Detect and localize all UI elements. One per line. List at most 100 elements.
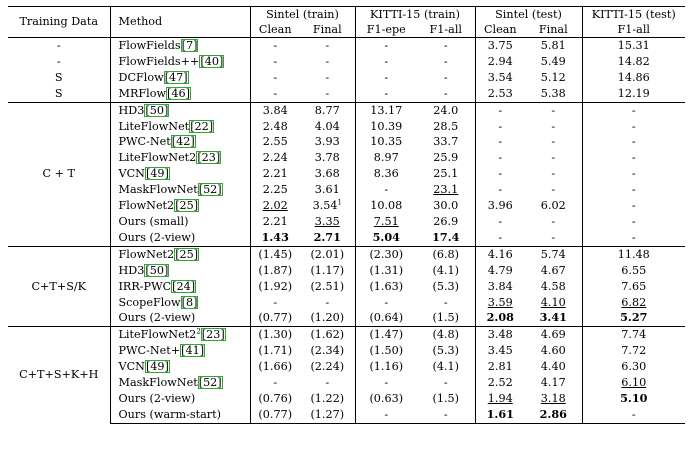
cell-value: 3.68 xyxy=(314,167,340,181)
cell-value: 3.93 xyxy=(314,135,340,149)
value-cell: 3.59 xyxy=(475,295,525,311)
citation-link[interactable]: [25] xyxy=(174,247,200,261)
cell-value: 2.86 xyxy=(539,406,567,421)
cell-value: 5.04 xyxy=(372,229,400,244)
table-row: - FlowFields++[40] - - - -2.94 5.49 14.82 xyxy=(8,53,685,70)
cell-value: (0.77) xyxy=(258,311,293,325)
cell-value: 13.17 xyxy=(370,103,403,117)
citation-link[interactable]: [22] xyxy=(189,119,215,133)
value-cell: 4.17 xyxy=(525,375,583,391)
value-cell: 11.48 xyxy=(582,245,686,263)
cell-value: 26.9 xyxy=(433,214,459,228)
value-cell: 4.60 xyxy=(525,343,583,360)
cell-value: - xyxy=(551,183,556,197)
cell-value: - xyxy=(631,167,636,181)
cell-value: 3.45 xyxy=(487,344,513,358)
cell-value: - xyxy=(443,86,448,100)
value-cell: (0.77) xyxy=(250,406,300,424)
method-cell: HD3[50] xyxy=(110,101,251,119)
cell-value: 2.48 xyxy=(262,119,288,133)
value-cell: - xyxy=(250,86,300,102)
cell-value: 2.71 xyxy=(313,229,341,244)
method-cell: DCFlow[47] xyxy=(110,69,251,86)
cell-value: 3.78 xyxy=(314,151,340,165)
value-cell: - xyxy=(475,214,525,230)
value-cell: 2.94 xyxy=(475,54,525,70)
header-training-data: Training Data xyxy=(8,6,111,38)
value-cell: 4.69 xyxy=(525,326,583,344)
cell-value: 10.35 xyxy=(370,135,403,149)
cell-value: (1.22) xyxy=(310,391,345,405)
value-cell: 5.49 xyxy=(525,53,583,70)
citation-link[interactable]: [24] xyxy=(171,279,197,293)
table-row: HD3[50] (1.87) (1.17) (1.31) (4.1) 4.79 4.67 6.… xyxy=(8,262,685,279)
cell-value: 4.16 xyxy=(487,247,513,261)
cell-value: 24.0 xyxy=(433,103,459,117)
citation-link[interactable]: [40] xyxy=(199,54,225,68)
method-cell: Ours (2-view) xyxy=(110,229,251,247)
cell-value: 5.38 xyxy=(540,86,566,100)
value-cell: 14.86 xyxy=(582,70,685,86)
cell-value: 2.94 xyxy=(487,54,513,68)
value-cell: (6.8) xyxy=(417,245,476,263)
value-cell: (1.20) xyxy=(300,310,356,327)
citation-link[interactable]: [41] xyxy=(180,344,206,358)
cell-value: - xyxy=(551,119,556,133)
cell-value: 3.48 xyxy=(487,328,513,342)
method-name: Ours (2-view) xyxy=(118,391,196,405)
value-cell: 4.58 xyxy=(525,278,583,295)
value-cell: - xyxy=(300,375,356,391)
subheader-kitti-train-epe: F1-epe xyxy=(355,22,418,38)
table-row: S MRFlow[46] - - - -2.53 5.38 12.19 xyxy=(8,85,685,103)
cell-value: (0.63) xyxy=(369,391,404,405)
cell-value: (1.30) xyxy=(258,328,293,342)
cell-value: 3.59 xyxy=(487,295,513,309)
value-cell: - xyxy=(355,375,417,391)
value-cell: (1.62) xyxy=(300,326,356,344)
method-name: FlowNet2 xyxy=(118,247,175,261)
value-cell: 3.48 xyxy=(475,326,526,344)
method-cell: FlowFields++[40] xyxy=(110,53,251,70)
cell-value: 6.55 xyxy=(621,263,647,277)
cell-value: 4.40 xyxy=(540,360,566,374)
value-cell: (2.24) xyxy=(300,359,356,376)
citation-link[interactable]: [42] xyxy=(170,135,196,149)
citation-link[interactable]: [50] xyxy=(144,263,170,277)
citation-link[interactable]: [7] xyxy=(180,39,199,52)
cell-value: 5.10 xyxy=(620,390,648,405)
citation-link[interactable]: [52] xyxy=(197,376,223,390)
value-cell: - xyxy=(475,166,525,182)
table-row: LiteFlowNet[22] 2.48 4.04 10.39 28.5 - - - xyxy=(8,118,685,135)
citation-link[interactable]: [49] xyxy=(144,360,170,374)
cell-footnote-mark: 1 xyxy=(337,198,342,207)
cell-value: (1.20) xyxy=(310,311,345,325)
cell-value: (5.3) xyxy=(432,344,460,358)
citation-link[interactable]: [46] xyxy=(166,86,191,100)
cell-value: - xyxy=(551,151,556,165)
value-cell: 14.82 xyxy=(582,54,685,70)
method-cell: Ours (2-view) xyxy=(110,310,251,327)
method-cell: FlowNet2[25] xyxy=(110,245,251,263)
cell-value: 7.65 xyxy=(621,279,647,293)
citation-link[interactable]: [23] xyxy=(200,328,226,342)
cell-value: - xyxy=(498,119,503,133)
cell-value: (0.76) xyxy=(258,391,293,405)
cell-value: - xyxy=(273,54,278,68)
citation-link[interactable]: [25] xyxy=(174,199,200,213)
value-cell: - xyxy=(475,230,525,246)
citation-link[interactable]: [50] xyxy=(144,103,170,117)
citation-link[interactable]: [23] xyxy=(196,151,222,165)
citation-link[interactable]: [49] xyxy=(144,167,170,181)
table-row: Ours (2-view) (0.76) (1.22) (0.63) (1.5) 1.94… xyxy=(8,390,685,407)
citation-link[interactable]: [47] xyxy=(163,70,189,84)
cell-value: - xyxy=(631,407,636,421)
cell-value: (6.8) xyxy=(432,247,460,261)
method-cell: PWC-Net[42] xyxy=(110,134,251,151)
table-row: S DCFlow[47] - - - -3.54 5.12 14.86 xyxy=(8,69,685,86)
method-cell: Ours (small) xyxy=(110,213,251,230)
cell-value: - xyxy=(631,135,636,149)
citation-link[interactable]: [52] xyxy=(197,183,223,197)
citation-link[interactable]: [8] xyxy=(180,295,199,309)
value-cell: (1.27) xyxy=(300,406,356,424)
training-data-cell: - xyxy=(8,36,111,54)
